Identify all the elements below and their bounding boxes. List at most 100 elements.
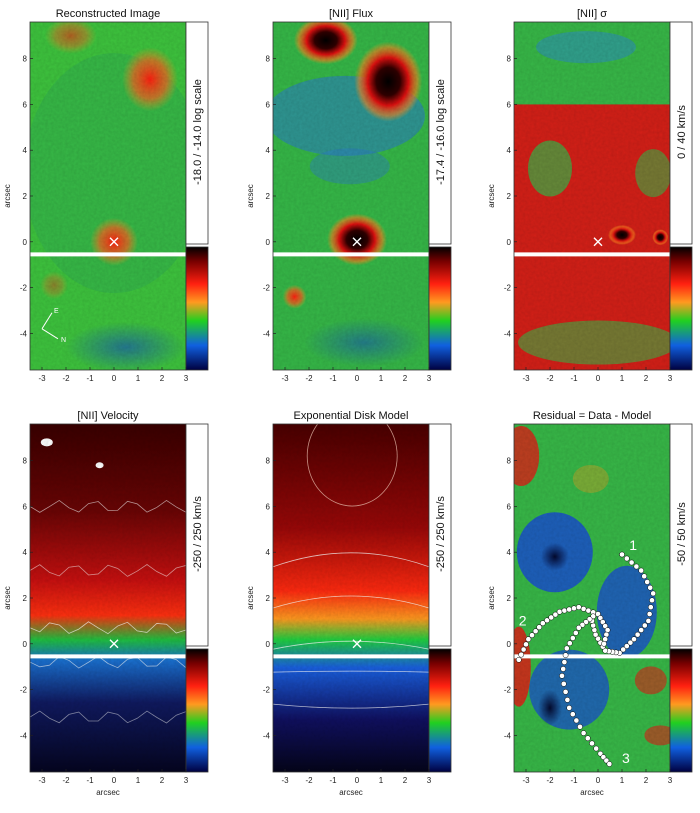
track-dot: [566, 640, 573, 647]
track-dot: [638, 627, 645, 633]
center-cross-marker: [593, 237, 603, 247]
y-tick-label: 8: [266, 55, 271, 64]
slit-gap-band: [30, 252, 208, 257]
x-tick-label: 1: [379, 776, 384, 785]
panel-nii-velocity: [NII] Velocity -250 / 250 km/s 8 6 4 2 0 -2 -4 -3…: [3, 410, 209, 797]
track-dot: [560, 666, 567, 672]
y-tick-label: 2: [266, 192, 271, 201]
panel-title: [NII] Velocity: [77, 410, 139, 422]
panel-title: [NII] σ: [577, 8, 607, 20]
map-image: [273, 22, 429, 370]
x-tick-label: 2: [160, 374, 165, 383]
y-tick-label: 6: [266, 502, 271, 511]
track-dot: [561, 659, 568, 665]
y-axis-label: arcsec: [487, 586, 496, 610]
colorbar: -17.4 / -16.0 log scale: [428, 21, 452, 371]
compass-east: E: [54, 308, 59, 315]
center-cross-marker: [352, 237, 362, 247]
map-image: [514, 22, 670, 370]
map-image: [273, 424, 429, 772]
track-dot: [584, 735, 591, 742]
track-dot: [518, 651, 525, 658]
track-dot: [563, 645, 570, 652]
x-axis-label: arcsec: [580, 788, 604, 797]
panel-disk-model: Exponential Disk Model -250 / 250 km/s 8 6 4…: [246, 410, 452, 797]
x-tick-label: 0: [112, 776, 117, 785]
y-tick-label: 0: [266, 640, 271, 649]
y-tick-label: 0: [266, 238, 271, 247]
panel-nii-flux: [NII] Flux -17.4 / -16.0 log scale 8 6 4 2 0 -2…: [246, 8, 452, 383]
x-tick-label: 3: [668, 374, 673, 383]
slit-gap-band: [273, 252, 451, 257]
y-tick-label: 4: [23, 146, 28, 155]
compass: EN: [41, 308, 66, 344]
track-dot: [647, 584, 654, 591]
x-tick-label: -3: [522, 374, 530, 383]
y-tick-label: 4: [266, 146, 271, 155]
y-tick-label: 6: [507, 502, 512, 511]
panel-title: Reconstructed Image: [56, 8, 161, 20]
y-tick-label: 2: [266, 594, 271, 603]
center-cross-marker: [352, 639, 362, 649]
x-tick-label: -1: [86, 374, 94, 383]
track-dot: [525, 636, 532, 643]
map-image: [514, 424, 670, 772]
y-tick-label: 6: [23, 502, 28, 511]
track-dot: [623, 555, 630, 562]
track-dot: [562, 689, 569, 695]
y-axis-label: arcsec: [3, 586, 12, 610]
y-tick-label: 6: [23, 100, 28, 109]
track-dot: [520, 646, 527, 653]
track-dot: [580, 606, 587, 612]
x-tick-label: -3: [38, 374, 46, 383]
track-dot: [556, 608, 563, 615]
track-dot: [566, 705, 573, 711]
y-tick-label: -4: [504, 731, 512, 740]
x-tick-label: 0: [596, 776, 601, 785]
x-tick-label: -2: [62, 776, 70, 785]
y-axis-label: arcsec: [3, 184, 12, 208]
colorbar: -50 / 50 km/s: [669, 423, 693, 773]
y-tick-label: 4: [266, 548, 271, 557]
y-tick-label: -4: [504, 329, 512, 338]
track-dot: [641, 622, 648, 629]
track-dot: [552, 611, 559, 618]
colorbar-label: -250 / 250 km/s: [192, 496, 204, 572]
y-axis-label: arcsec: [487, 184, 496, 208]
slit-gap-band: [30, 654, 208, 659]
track-dot: [620, 646, 627, 653]
track-dot: [523, 641, 529, 648]
y-tick-label: 2: [507, 192, 512, 201]
x-axis-label: arcsec: [339, 788, 363, 797]
track-dot: [575, 624, 582, 631]
colorbar-label: -250 / 250 km/s: [435, 496, 447, 572]
panel-residual: Residual = Data - Model 1 2 3 -50 / 50 km/s 8…: [487, 410, 693, 797]
track-dot: [532, 628, 539, 635]
y-tick-label: 0: [507, 640, 512, 649]
track-dot: [536, 624, 543, 631]
track-dot: [577, 723, 583, 730]
track-dot: [634, 631, 641, 638]
track-dot: [649, 597, 655, 604]
x-tick-label: 2: [644, 776, 649, 785]
track-dot: [627, 639, 634, 646]
y-tick-label: -2: [263, 686, 271, 695]
x-tick-label: 0: [355, 374, 360, 383]
y-tick-label: 4: [23, 548, 28, 557]
colorbar-label: 0 / 40 km/s: [676, 105, 688, 159]
colorbar: 0 / 40 km/s: [669, 21, 693, 371]
x-tick-label: -1: [329, 776, 337, 785]
y-tick-label: 8: [507, 55, 512, 64]
x-tick-label: 3: [668, 776, 673, 785]
track-dot: [593, 745, 600, 752]
y-tick-label: 6: [266, 100, 271, 109]
track-dot: [619, 551, 625, 558]
track-dot: [628, 559, 635, 566]
x-axis-label: arcsec: [96, 788, 120, 797]
x-tick-label: 0: [355, 776, 360, 785]
track-dot: [572, 630, 579, 636]
x-tick-label: -3: [281, 776, 289, 785]
track-dot: [601, 640, 607, 647]
y-tick-label: -2: [504, 686, 512, 695]
